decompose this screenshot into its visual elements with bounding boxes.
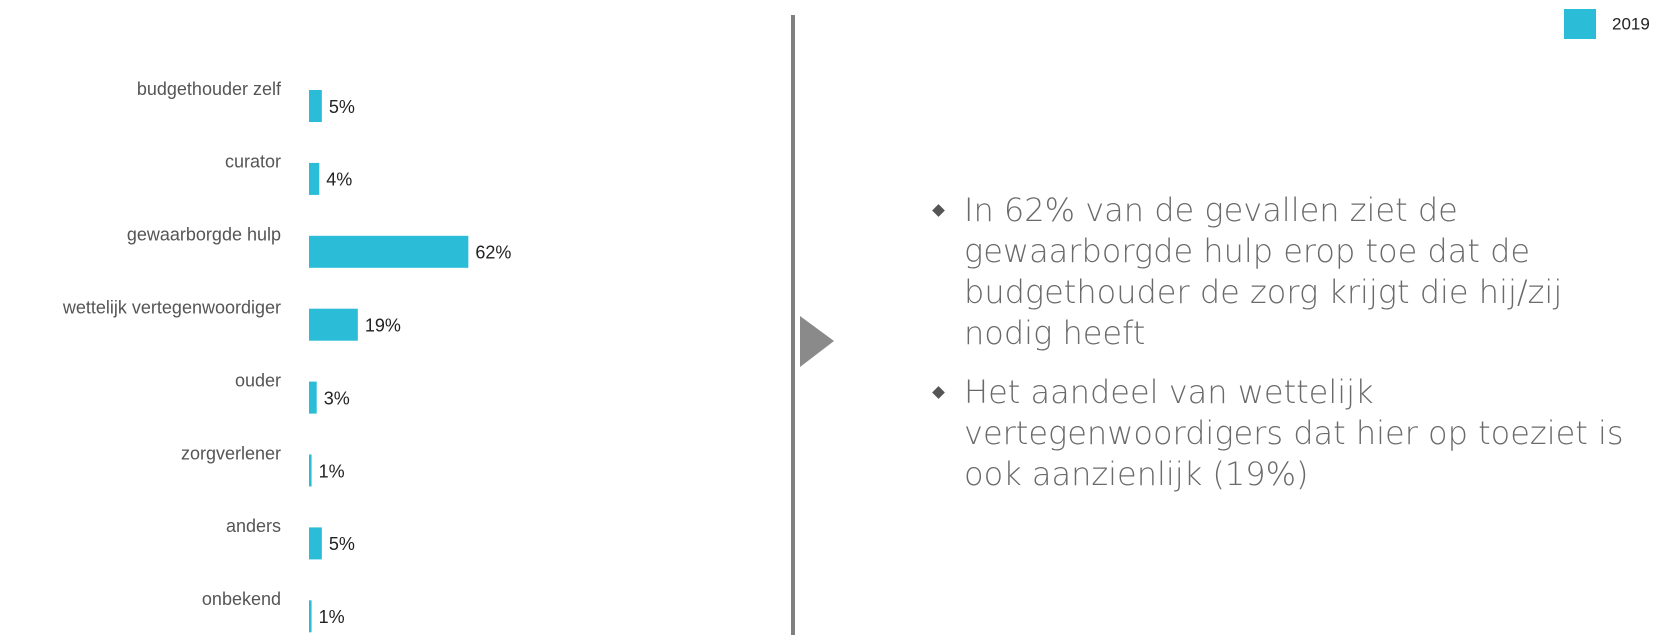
value-label: 19% xyxy=(365,315,401,335)
bar xyxy=(309,454,312,487)
category-label: ouder xyxy=(235,370,281,390)
category-label: wettelijk vertegenwoordiger xyxy=(62,297,281,317)
bar xyxy=(309,381,317,414)
value-label: 3% xyxy=(324,388,350,408)
bullet: In 62% van de gevallen ziet de gewaarbor… xyxy=(930,190,1650,354)
category-label: onbekend xyxy=(202,589,281,609)
category-label: curator xyxy=(225,152,281,172)
bar xyxy=(309,90,322,122)
bullet: Het aandeel van wettelijk vertegenwoordi… xyxy=(930,372,1650,495)
category-label: budgethouder zelf xyxy=(137,79,282,99)
legend-swatch xyxy=(1564,9,1596,39)
bar xyxy=(309,600,312,633)
category-label: zorgverlener xyxy=(181,443,281,463)
value-label: 5% xyxy=(329,534,355,554)
bar xyxy=(309,527,322,560)
bar xyxy=(309,162,320,195)
legend-label: 2019 xyxy=(1612,14,1650,33)
value-label: 62% xyxy=(475,243,511,263)
value-label: 1% xyxy=(319,607,345,627)
bar xyxy=(309,308,358,341)
arrow xyxy=(800,316,834,367)
value-label: 5% xyxy=(329,97,355,117)
category-label: gewaarborgde hulp xyxy=(127,225,281,245)
bar xyxy=(309,235,469,268)
value-label: 1% xyxy=(319,461,345,481)
category-label: anders xyxy=(226,516,281,536)
value-label: 4% xyxy=(326,170,352,190)
bullet-list: In 62% van de gevallen ziet de gewaarbor… xyxy=(930,190,1650,513)
